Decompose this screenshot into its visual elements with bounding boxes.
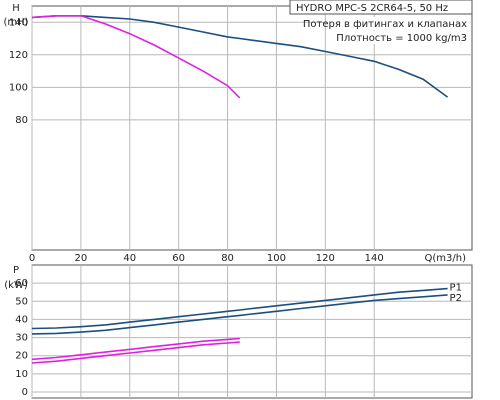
y-tick-label: 50 xyxy=(15,296,28,307)
title-box xyxy=(289,0,473,15)
line xyxy=(31,337,240,361)
annotation: Потеря в фитингах и клапанах xyxy=(303,19,467,30)
line xyxy=(31,15,449,98)
x-tick-label: 40 xyxy=(123,253,136,264)
annotation-bg xyxy=(328,17,470,30)
line xyxy=(31,15,241,99)
chart-title: HYDRO MPC-S 2CR64-5, 50 Hz xyxy=(296,3,448,14)
y-tick-label: 0 xyxy=(22,387,28,398)
y-tick-label: 60 xyxy=(15,278,28,289)
x-tick-label: 0 xyxy=(29,253,35,264)
y-tick-label: 30 xyxy=(15,333,28,344)
line xyxy=(31,341,240,364)
annotation-bg xyxy=(328,31,470,44)
y-label: H xyxy=(12,3,20,14)
x-tick-label: 140 xyxy=(365,253,384,264)
y-unit: (mH) xyxy=(3,17,28,28)
x-tick-label: 60 xyxy=(172,253,185,264)
x-tick-label: 20 xyxy=(75,253,88,264)
x-label: Q(m3/h) xyxy=(425,253,467,264)
y-label: P xyxy=(13,265,19,276)
y-tick-label: 140 xyxy=(9,17,28,28)
x-tick-label: 100 xyxy=(267,253,286,264)
y-tick-label: 40 xyxy=(15,314,28,325)
grid-layer xyxy=(31,6,472,398)
line xyxy=(31,287,448,330)
series-label: P1 xyxy=(450,283,462,294)
series-label: P2 xyxy=(450,293,462,304)
y-tick-label: 100 xyxy=(9,82,28,93)
annotation: Плотность = 1000 kg/m3 xyxy=(336,33,467,44)
line xyxy=(31,294,448,335)
y-tick-label: 80 xyxy=(15,115,28,126)
y-tick-label: 10 xyxy=(15,369,28,380)
y-tick-label: 120 xyxy=(9,50,28,61)
x-tick-label: 120 xyxy=(316,253,335,264)
y-unit: (kW) xyxy=(4,280,28,291)
x-tick-label: 80 xyxy=(221,253,234,264)
y-tick-label: 20 xyxy=(15,351,28,362)
